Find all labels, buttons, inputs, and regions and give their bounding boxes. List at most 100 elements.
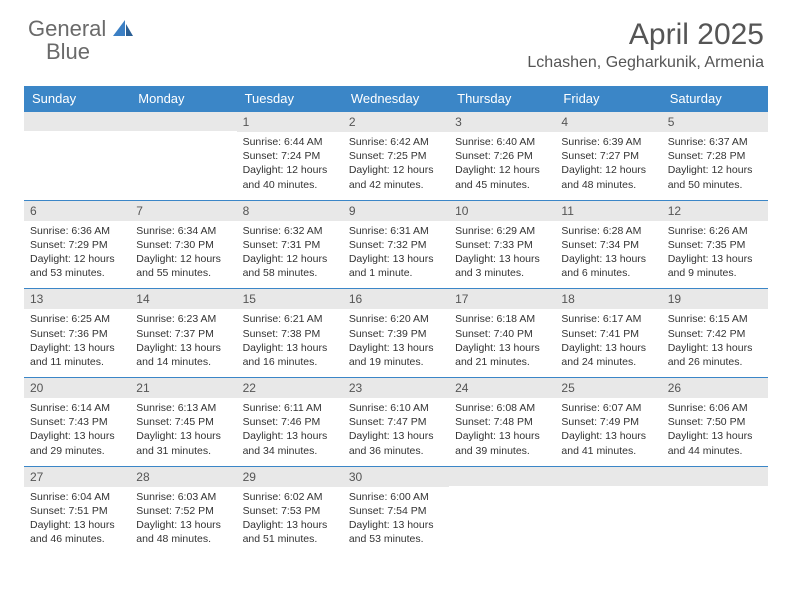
sunrise-text: Sunrise: 6:06 AM	[668, 401, 762, 415]
day-number: 10	[449, 201, 555, 221]
sunrise-text: Sunrise: 6:34 AM	[136, 224, 230, 238]
day-number: 8	[237, 201, 343, 221]
calendar-cell: 10 Sunrise: 6:29 AMSunset: 7:33 PMDayligh…	[449, 200, 555, 289]
calendar-cell: 25Sunrise: 6:07 AMSunset: 7:49 PMDayligh…	[555, 378, 661, 467]
daylight-text: Daylight: 13 hours and 1 minute.	[349, 252, 443, 280]
day-number	[662, 467, 768, 486]
day-number: 6	[24, 201, 130, 221]
day-details: Sunrise: 6:42 AMSunset: 7:25 PMDaylight:…	[343, 132, 449, 200]
day-number: 23	[343, 378, 449, 398]
daylight-text: Daylight: 12 hours and 42 minutes.	[349, 163, 443, 191]
daylight-text: Daylight: 12 hours and 58 minutes.	[243, 252, 337, 280]
sunrise-text: Sunrise: 6:37 AM	[668, 135, 762, 149]
calendar-cell: 9Sunrise: 6:31 AMSunset: 7:32 PMDaylight…	[343, 200, 449, 289]
calendar-head: SundayMondayTuesdayWednesdayThursdayFrid…	[24, 86, 768, 112]
sunset-text: Sunset: 7:30 PM	[136, 238, 230, 252]
day-number: 4	[555, 112, 661, 132]
calendar-cell: 30Sunrise: 6:00 AMSunset: 7:54 PMDayligh…	[343, 466, 449, 554]
calendar-cell: 23Sunrise: 6:10 AMSunset: 7:47 PMDayligh…	[343, 378, 449, 467]
day-details: Sunrise: 6:11 AMSunset: 7:46 PMDaylight:…	[237, 398, 343, 466]
sunset-text: Sunset: 7:34 PM	[561, 238, 655, 252]
day-number: 12	[662, 201, 768, 221]
sunset-text: Sunset: 7:42 PM	[668, 327, 762, 341]
day-number: 2	[343, 112, 449, 132]
day-details: Sunrise: 6:34 AMSunset: 7:30 PMDaylight:…	[130, 221, 236, 289]
weekday-header: Wednesday	[343, 86, 449, 112]
daylight-text: Daylight: 13 hours and 31 minutes.	[136, 429, 230, 457]
daylight-text: Daylight: 12 hours and 55 minutes.	[136, 252, 230, 280]
daylight-text: Daylight: 13 hours and 3 minutes.	[455, 252, 549, 280]
day-number: 26	[662, 378, 768, 398]
calendar-row: 27Sunrise: 6:04 AMSunset: 7:51 PMDayligh…	[24, 466, 768, 554]
day-number: 28	[130, 467, 236, 487]
day-details: Sunrise: 6:06 AMSunset: 7:50 PMDaylight:…	[662, 398, 768, 466]
day-details: Sunrise: 6:13 AMSunset: 7:45 PMDaylight:…	[130, 398, 236, 466]
day-number: 19	[662, 289, 768, 309]
calendar-cell: 26Sunrise: 6:06 AMSunset: 7:50 PMDayligh…	[662, 378, 768, 467]
calendar-cell: 1Sunrise: 6:44 AMSunset: 7:24 PMDaylight…	[237, 112, 343, 201]
sunset-text: Sunset: 7:25 PM	[349, 149, 443, 163]
weekday-header: Monday	[130, 86, 236, 112]
day-details: Sunrise: 6:25 AMSunset: 7:36 PMDaylight:…	[24, 309, 130, 377]
day-details: Sunrise: 6:15 AMSunset: 7:42 PMDaylight:…	[662, 309, 768, 377]
day-details: Sunrise: 6:20 AMSunset: 7:39 PMDaylight:…	[343, 309, 449, 377]
title-block: April 2025 Lchashen, Gegharkunik, Armeni…	[527, 18, 764, 72]
sunset-text: Sunset: 7:27 PM	[561, 149, 655, 163]
day-details: Sunrise: 6:32 AMSunset: 7:31 PMDaylight:…	[237, 221, 343, 289]
sunrise-text: Sunrise: 6:04 AM	[30, 490, 124, 504]
day-details: Sunrise: 6:18 AMSunset: 7:40 PMDaylight:…	[449, 309, 555, 377]
day-number: 13	[24, 289, 130, 309]
weekday-header: Saturday	[662, 86, 768, 112]
sunset-text: Sunset: 7:26 PM	[455, 149, 549, 163]
calendar-row: 1Sunrise: 6:44 AMSunset: 7:24 PMDaylight…	[24, 112, 768, 201]
weekday-header: Friday	[555, 86, 661, 112]
weekday-header: Thursday	[449, 86, 555, 112]
sunset-text: Sunset: 7:51 PM	[30, 504, 124, 518]
daylight-text: Daylight: 13 hours and 46 minutes.	[30, 518, 124, 546]
location-text: Lchashen, Gegharkunik, Armenia	[527, 54, 764, 72]
calendar-cell: 29Sunrise: 6:02 AMSunset: 7:53 PMDayligh…	[237, 466, 343, 554]
day-details: Sunrise: 6:40 AMSunset: 7:26 PMDaylight:…	[449, 132, 555, 200]
day-details: Sunrise: 6:23 AMSunset: 7:37 PMDaylight:…	[130, 309, 236, 377]
day-number: 1	[237, 112, 343, 132]
sunrise-text: Sunrise: 6:20 AM	[349, 312, 443, 326]
sunrise-text: Sunrise: 6:36 AM	[30, 224, 124, 238]
daylight-text: Daylight: 13 hours and 26 minutes.	[668, 341, 762, 369]
sunset-text: Sunset: 7:33 PM	[455, 238, 549, 252]
day-number: 25	[555, 378, 661, 398]
logo: General Blue	[28, 18, 133, 64]
sunrise-text: Sunrise: 6:42 AM	[349, 135, 443, 149]
daylight-text: Daylight: 12 hours and 40 minutes.	[243, 163, 337, 191]
day-number: 9	[343, 201, 449, 221]
calendar-cell: 27Sunrise: 6:04 AMSunset: 7:51 PMDayligh…	[24, 466, 130, 554]
sunrise-text: Sunrise: 6:07 AM	[561, 401, 655, 415]
calendar-cell	[555, 466, 661, 554]
sunset-text: Sunset: 7:47 PM	[349, 415, 443, 429]
sunrise-text: Sunrise: 6:03 AM	[136, 490, 230, 504]
sunset-text: Sunset: 7:24 PM	[243, 149, 337, 163]
day-number: 29	[237, 467, 343, 487]
sunset-text: Sunset: 7:45 PM	[136, 415, 230, 429]
sunset-text: Sunset: 7:37 PM	[136, 327, 230, 341]
calendar-row: 20Sunrise: 6:14 AMSunset: 7:43 PMDayligh…	[24, 378, 768, 467]
sunrise-text: Sunrise: 6:15 AM	[668, 312, 762, 326]
calendar-cell: 6Sunrise: 6:36 AMSunset: 7:29 PMDaylight…	[24, 200, 130, 289]
day-number: 3	[449, 112, 555, 132]
sunrise-text: Sunrise: 6:14 AM	[30, 401, 124, 415]
sunrise-text: Sunrise: 6:40 AM	[455, 135, 549, 149]
sunset-text: Sunset: 7:36 PM	[30, 327, 124, 341]
header: General Blue April 2025 Lchashen, Geghar…	[0, 0, 792, 80]
daylight-text: Daylight: 13 hours and 19 minutes.	[349, 341, 443, 369]
sunset-text: Sunset: 7:31 PM	[243, 238, 337, 252]
calendar-row: 6Sunrise: 6:36 AMSunset: 7:29 PMDaylight…	[24, 200, 768, 289]
day-details: Sunrise: 6:39 AMSunset: 7:27 PMDaylight:…	[555, 132, 661, 200]
weekday-header: Tuesday	[237, 86, 343, 112]
logo-text-1: General	[28, 16, 106, 41]
day-details: Sunrise: 6:37 AMSunset: 7:28 PMDaylight:…	[662, 132, 768, 200]
weekday-header: Sunday	[24, 86, 130, 112]
calendar-row: 13Sunrise: 6:25 AMSunset: 7:36 PMDayligh…	[24, 289, 768, 378]
calendar-cell: 3Sunrise: 6:40 AMSunset: 7:26 PMDaylight…	[449, 112, 555, 201]
sunrise-text: Sunrise: 6:29 AM	[455, 224, 549, 238]
day-details: Sunrise: 6:03 AMSunset: 7:52 PMDaylight:…	[130, 487, 236, 555]
day-number: 17	[449, 289, 555, 309]
